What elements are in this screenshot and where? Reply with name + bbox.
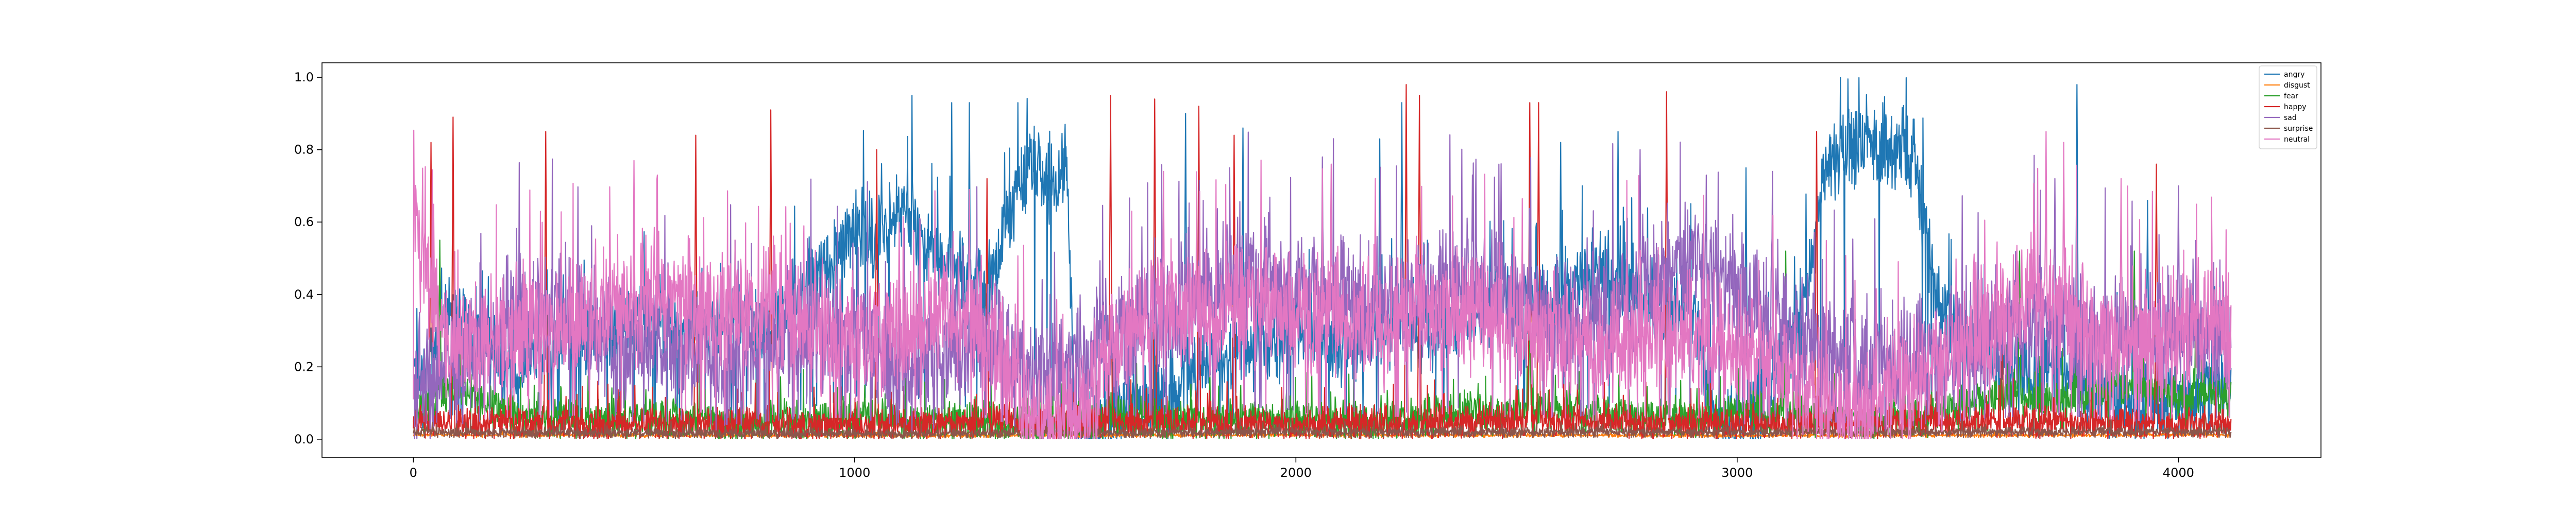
y-tick-label: 0.2 — [294, 359, 314, 374]
y-tick-label: 0.0 — [294, 432, 314, 447]
legend: angry disgust fear happy sad surprise neutral — [2259, 65, 2317, 149]
x-tick-label: 0 — [410, 466, 417, 480]
plot-frame — [321, 62, 2321, 458]
x-tick-label: 1000 — [839, 466, 870, 480]
series-group — [413, 77, 2232, 439]
y-tick-label: 1.0 — [294, 70, 314, 84]
legend-label-sad: sad — [2284, 114, 2297, 122]
legend-label-neutral: neutral — [2284, 135, 2310, 144]
legend-label-disgust: disgust — [2284, 81, 2310, 90]
y-tick-label: 0.6 — [294, 215, 314, 229]
x-tick-label: 3000 — [1721, 466, 1753, 480]
legend-label-happy: happy — [2284, 103, 2307, 111]
legend-label-fear: fear — [2284, 92, 2298, 100]
axes-group: 0 1000 2000 3000 4000 0.0 0.2 0.4 0.6 0.8 1.0 — [294, 62, 2321, 480]
series-line-surprise — [413, 418, 2232, 439]
y-tick-label: 0.8 — [294, 143, 314, 157]
y-tick-label: 0.4 — [294, 287, 314, 302]
legend-label-angry: angry — [2284, 71, 2304, 79]
x-tick-label: 2000 — [1280, 466, 1312, 480]
x-tick-label: 4000 — [2163, 466, 2194, 480]
series-line-neutral — [413, 129, 2232, 439]
legend-label-surprise: surprise — [2284, 125, 2313, 133]
